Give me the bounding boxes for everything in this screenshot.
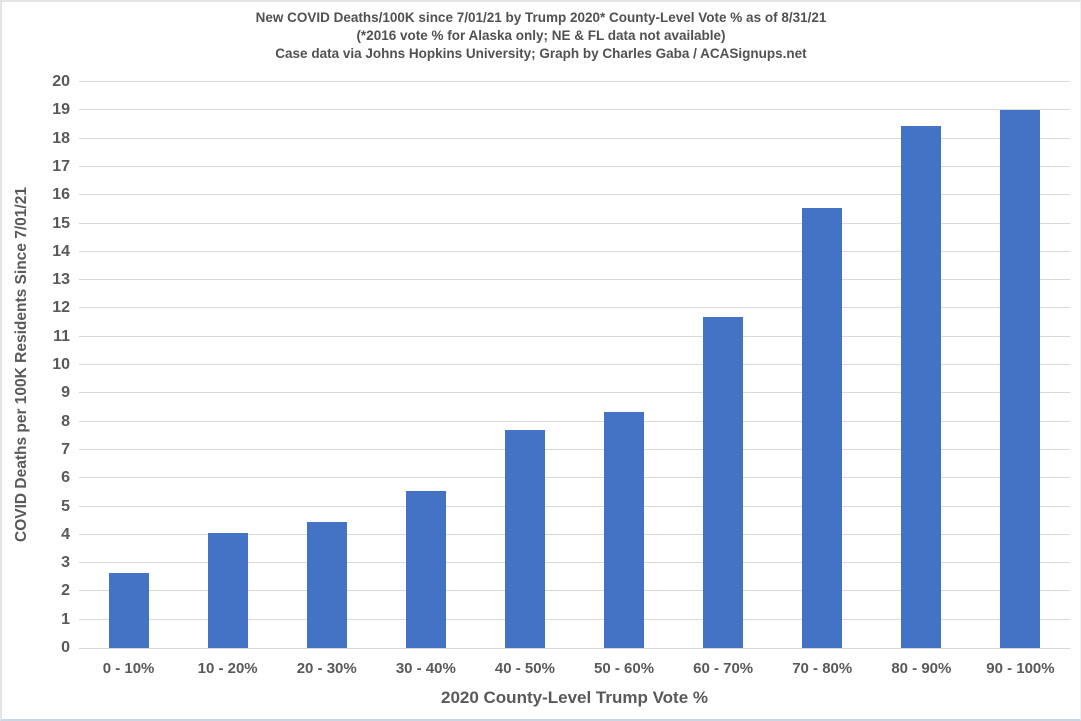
chart-title-line1: New COVID Deaths/100K since 7/01/21 by T… <box>255 10 827 25</box>
chart-title-line3: Case data via Johns Hopkins University; … <box>275 46 807 61</box>
gridline-y-9 <box>79 392 1070 394</box>
y-tick-label-16: 16 <box>52 186 70 204</box>
x-tick-label-0-10%: 0 - 10% <box>102 660 155 677</box>
bar-60-70% <box>703 316 744 648</box>
bar-80-90% <box>901 125 942 648</box>
gridline-y-7 <box>79 448 1070 450</box>
gridline-y-8 <box>79 420 1070 422</box>
bar-10-20% <box>207 533 248 648</box>
x-tick-label-30-40%: 30 - 40% <box>395 660 456 677</box>
gridline-y-11 <box>79 335 1070 337</box>
chart-title: New COVID Deaths/100K since 7/01/21 by T… <box>2 9 1080 63</box>
x-tick-label-60-70%: 60 - 70% <box>693 660 754 677</box>
gridline-y-16 <box>79 194 1070 196</box>
gridline-y-2 <box>79 590 1070 592</box>
x-axis-line <box>79 648 1070 649</box>
y-tick-label-11: 11 <box>53 327 70 345</box>
x-tick-label-80-90%: 80 - 90% <box>891 660 952 677</box>
x-axis-title: 2020 County-Level Trump Vote % <box>440 688 709 707</box>
x-tick-label-50-60%: 50 - 60% <box>594 660 655 677</box>
gridline-y-3 <box>79 562 1070 564</box>
gridline-y-13 <box>79 279 1070 281</box>
bar-0-10% <box>108 573 149 648</box>
gridline-y-10 <box>79 364 1070 365</box>
y-tick-label-20: 20 <box>52 73 70 90</box>
y-tick-label-7: 7 <box>61 440 70 458</box>
y-tick-label-4: 4 <box>61 525 70 543</box>
y-tick-label-13: 13 <box>52 271 70 289</box>
bar-50-60% <box>604 411 645 648</box>
y-tick-label-10: 10 <box>52 356 70 373</box>
bar-20-30% <box>306 522 347 648</box>
gridline-y-15 <box>79 222 1070 224</box>
gridline-y-20 <box>79 81 1070 82</box>
y-tick-label-1: 1 <box>61 610 70 628</box>
gridline-y-4 <box>79 533 1070 535</box>
y-tick-label-2: 2 <box>61 582 70 600</box>
y-tick-label-0: 0 <box>61 639 70 656</box>
chart-title-line2: (*2016 vote % for Alaska only; NE & FL d… <box>356 28 726 43</box>
gridline-y-5 <box>79 505 1070 507</box>
y-tick-label-6: 6 <box>61 469 70 487</box>
y-tick-label-9: 9 <box>61 384 70 402</box>
x-tick-label-20-30%: 20 - 30% <box>296 660 357 677</box>
gridline-y-18 <box>79 137 1070 139</box>
y-tick-label-15: 15 <box>52 214 70 232</box>
y-tick-label-5: 5 <box>61 497 70 515</box>
y-tick-label-18: 18 <box>52 129 70 147</box>
gridline-y-6 <box>79 477 1070 479</box>
y-tick-label-12: 12 <box>52 299 70 317</box>
bar-30-40% <box>405 490 446 648</box>
gridline-y-19 <box>79 109 1070 111</box>
gridline-y-1 <box>79 618 1070 620</box>
y-tick-label-19: 19 <box>52 101 70 119</box>
y-tick-label-17: 17 <box>52 157 70 175</box>
y-tick-label-14: 14 <box>52 242 70 260</box>
x-tick-label-40-50%: 40 - 50% <box>494 660 555 677</box>
y-tick-label-3: 3 <box>61 554 70 572</box>
plot-area <box>79 81 1070 649</box>
y-tick-label-8: 8 <box>61 412 70 430</box>
gridline-y-14 <box>79 250 1070 252</box>
bar-90-100% <box>1000 110 1041 648</box>
x-tick-label-10-20%: 10 - 20% <box>197 660 258 677</box>
gridline-y-12 <box>79 307 1070 309</box>
x-tick-label-70-80%: 70 - 80% <box>792 660 853 677</box>
bar-70-80% <box>802 207 843 648</box>
x-tick-label-90-100%: 90 - 100% <box>986 660 1055 677</box>
bar-40-50% <box>504 430 545 648</box>
gridline-y-17 <box>79 165 1070 167</box>
